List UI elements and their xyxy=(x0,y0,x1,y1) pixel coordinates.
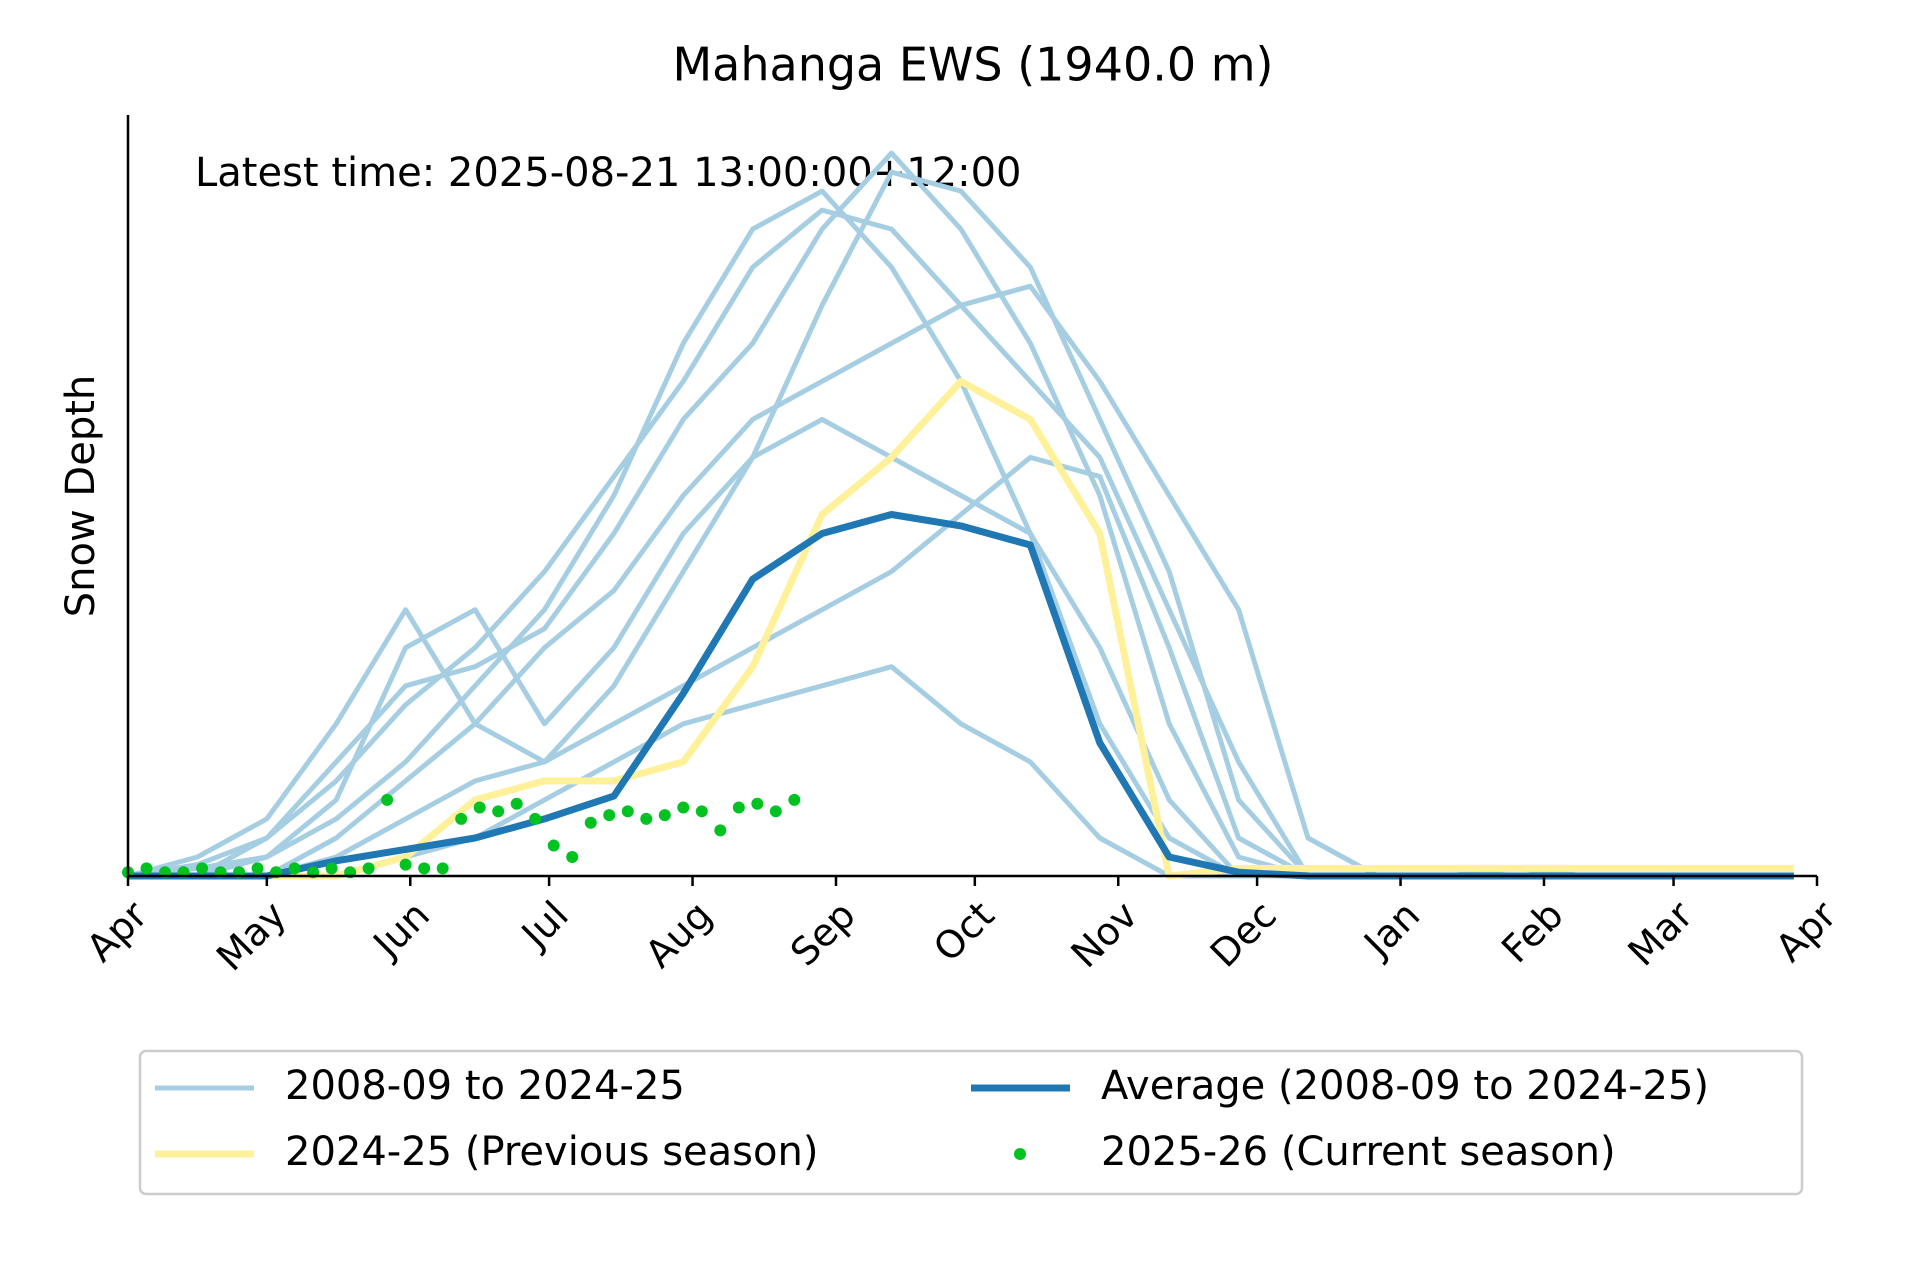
x-tick-label: May xyxy=(208,893,295,980)
data-point xyxy=(140,862,153,875)
data-point xyxy=(788,793,801,806)
legend-label: Average (2008-09 to 2024-25) xyxy=(1101,1063,1709,1109)
data-point xyxy=(418,862,431,875)
x-ticks: Apr May Jun Jul Aug Sep Oct Nov Dec Jan Feb Mar Apr xyxy=(78,876,1845,979)
data-point xyxy=(640,812,653,825)
x-tick-label: Feb xyxy=(1493,893,1572,972)
season-line xyxy=(127,207,1794,879)
plot-area xyxy=(122,150,1794,880)
x-tick-label: Nov xyxy=(1062,893,1146,977)
series-line xyxy=(128,511,1794,880)
data-point xyxy=(566,850,579,863)
data-point xyxy=(455,812,468,825)
data-point xyxy=(677,801,690,814)
data-point xyxy=(362,862,375,875)
season-line xyxy=(128,188,1794,879)
data-point xyxy=(769,805,782,818)
chart-title: Mahanga EWS (1940.0 m) xyxy=(672,38,1273,92)
legend-label: 2008-09 to 2024-25 xyxy=(285,1063,685,1109)
data-point xyxy=(288,862,301,875)
legend-label: 2025-26 (Current season) xyxy=(1101,1129,1616,1175)
data-point xyxy=(436,862,449,875)
data-point xyxy=(196,862,209,875)
x-tick-label: Apr xyxy=(78,892,156,970)
data-point xyxy=(584,816,597,829)
legend-label: 2024-25 (Previous season) xyxy=(285,1129,818,1175)
x-tick-label: Oct xyxy=(925,893,1003,971)
x-tick-label: Sep xyxy=(782,893,864,975)
data-point xyxy=(529,812,542,825)
data-point xyxy=(492,805,505,818)
data-point xyxy=(473,801,486,814)
season-line xyxy=(128,454,1794,879)
data-point xyxy=(510,797,523,810)
data-point xyxy=(381,793,394,806)
x-tick-label: Apr xyxy=(1767,892,1845,970)
season-line xyxy=(127,416,1794,879)
x-tick-label: Jul xyxy=(512,893,577,958)
data-point xyxy=(603,809,616,822)
data-point xyxy=(732,801,745,814)
data-point xyxy=(251,862,264,875)
series-line xyxy=(128,377,1794,880)
data-point xyxy=(621,805,634,818)
data-point xyxy=(547,839,560,852)
data-point xyxy=(714,824,727,837)
x-tick-label: Dec xyxy=(1202,893,1285,976)
legend-marker xyxy=(1014,1148,1026,1160)
x-tick-label: Aug xyxy=(637,893,721,977)
legend-entries: 2008-09 to 2024-25 2024-25 (Previous seas… xyxy=(155,1063,1709,1175)
x-tick-label: Jan xyxy=(1354,893,1428,967)
data-point xyxy=(695,805,708,818)
data-point xyxy=(658,809,671,822)
x-tick-label: Jun xyxy=(364,893,439,968)
season-line xyxy=(128,664,1794,879)
y-axis-label: Snow Depth xyxy=(58,375,104,617)
legend xyxy=(138,1049,1804,1196)
data-point xyxy=(751,797,764,810)
data-point xyxy=(325,862,338,875)
data-point xyxy=(399,858,412,871)
x-tick-label: Mar xyxy=(1620,892,1702,974)
